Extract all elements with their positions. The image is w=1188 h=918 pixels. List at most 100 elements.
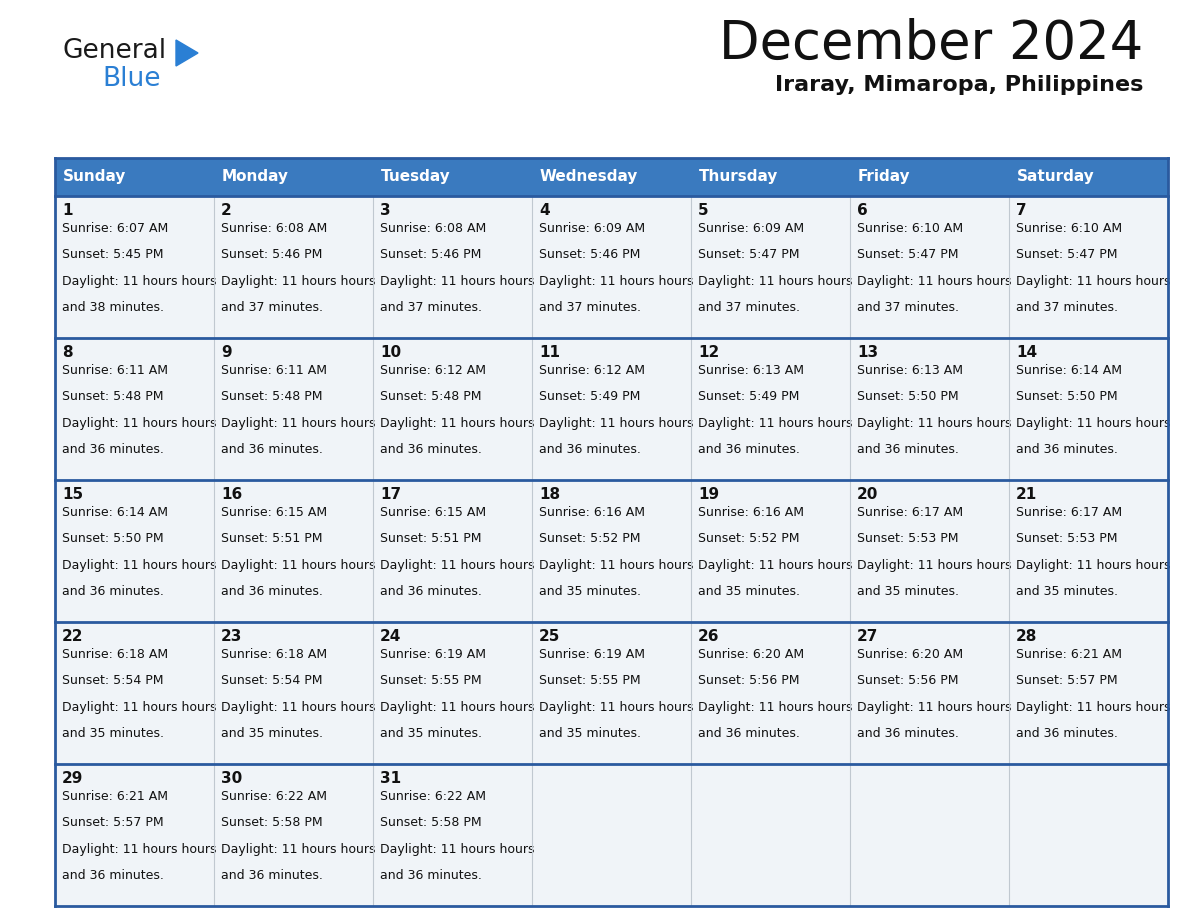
Text: Sunset: 5:47 PM: Sunset: 5:47 PM [857,248,959,262]
Bar [691,158,849,196]
Text: Sunrise: 6:09 AM: Sunrise: 6:09 AM [699,222,804,235]
Text: Daylight: 11 hours hours: Daylight: 11 hours hours [857,700,1011,713]
Bar [1009,764,1168,906]
Text: Sunset: 5:46 PM: Sunset: 5:46 PM [539,248,640,262]
Bar [849,338,1009,480]
Text: General: General [62,38,166,64]
Text: 8: 8 [62,345,72,360]
Bar [373,764,532,906]
Bar [532,338,691,480]
Text: Monday: Monday [222,170,289,185]
Bar [691,764,849,906]
Text: 1: 1 [62,203,72,218]
Text: and 35 minutes.: and 35 minutes. [380,727,482,740]
Text: 18: 18 [539,487,560,502]
Bar [691,338,849,480]
Text: Sunrise: 6:21 AM: Sunrise: 6:21 AM [62,790,168,803]
Text: and 36 minutes.: and 36 minutes. [699,727,800,740]
Text: Sunset: 5:55 PM: Sunset: 5:55 PM [539,674,640,688]
Text: December 2024: December 2024 [719,18,1143,70]
Text: Daylight: 11 hours hours: Daylight: 11 hours hours [1016,274,1170,287]
Text: and 36 minutes.: and 36 minutes. [221,868,323,882]
Bar [1009,622,1168,764]
Text: 21: 21 [1016,487,1037,502]
Text: Sunset: 5:58 PM: Sunset: 5:58 PM [380,816,481,829]
Bar [373,338,532,480]
Text: Sunrise: 6:08 AM: Sunrise: 6:08 AM [380,222,486,235]
Text: Daylight: 11 hours hours: Daylight: 11 hours hours [380,558,535,572]
Text: Sunset: 5:57 PM: Sunset: 5:57 PM [1016,674,1118,688]
Bar [55,196,214,338]
Text: 17: 17 [380,487,402,502]
Text: Daylight: 11 hours hours: Daylight: 11 hours hours [221,274,375,287]
Text: and 36 minutes.: and 36 minutes. [1016,442,1118,456]
Text: Saturday: Saturday [1017,170,1095,185]
Text: Sunrise: 6:13 AM: Sunrise: 6:13 AM [857,364,963,377]
Bar [691,196,849,338]
Bar [532,480,691,622]
Text: Sunrise: 6:13 AM: Sunrise: 6:13 AM [699,364,804,377]
Text: Daylight: 11 hours hours: Daylight: 11 hours hours [1016,700,1170,713]
Text: Wednesday: Wednesday [541,170,638,185]
Text: Sunset: 5:48 PM: Sunset: 5:48 PM [62,390,164,403]
Text: Daylight: 11 hours hours: Daylight: 11 hours hours [699,274,853,287]
Text: Sunrise: 6:11 AM: Sunrise: 6:11 AM [221,364,327,377]
Text: Sunset: 5:54 PM: Sunset: 5:54 PM [221,674,322,688]
Bar [1009,480,1168,622]
Text: Daylight: 11 hours hours: Daylight: 11 hours hours [699,417,853,430]
Text: Sunset: 5:45 PM: Sunset: 5:45 PM [62,248,164,262]
Text: Iraray, Mimaropa, Philippines: Iraray, Mimaropa, Philippines [775,75,1143,95]
Text: Daylight: 11 hours hours: Daylight: 11 hours hours [1016,558,1170,572]
Text: and 36 minutes.: and 36 minutes. [539,442,640,456]
Text: and 38 minutes.: and 38 minutes. [62,301,164,314]
Bar [55,480,214,622]
Bar [214,196,373,338]
Text: Sunrise: 6:18 AM: Sunrise: 6:18 AM [62,648,169,661]
Text: and 35 minutes.: and 35 minutes. [539,585,642,598]
Text: 20: 20 [857,487,878,502]
Text: Sunset: 5:56 PM: Sunset: 5:56 PM [857,674,959,688]
Text: Sunrise: 6:20 AM: Sunrise: 6:20 AM [699,648,804,661]
Text: Sunrise: 6:18 AM: Sunrise: 6:18 AM [221,648,327,661]
Bar [532,196,691,338]
Text: Daylight: 11 hours hours: Daylight: 11 hours hours [62,417,216,430]
Text: and 35 minutes.: and 35 minutes. [539,727,642,740]
Text: Friday: Friday [858,170,911,185]
Bar [532,764,691,906]
Bar [373,196,532,338]
Text: Sunrise: 6:10 AM: Sunrise: 6:10 AM [1016,222,1123,235]
Text: Daylight: 11 hours hours: Daylight: 11 hours hours [62,843,216,856]
Text: Sunrise: 6:17 AM: Sunrise: 6:17 AM [1016,506,1123,519]
Text: Sunset: 5:51 PM: Sunset: 5:51 PM [221,532,322,545]
Text: Sunrise: 6:14 AM: Sunrise: 6:14 AM [1016,364,1121,377]
Bar [849,196,1009,338]
Text: 25: 25 [539,629,561,644]
Text: Sunset: 5:53 PM: Sunset: 5:53 PM [1016,532,1118,545]
Text: Sunset: 5:47 PM: Sunset: 5:47 PM [1016,248,1118,262]
Text: 14: 14 [1016,345,1037,360]
Text: 29: 29 [62,771,83,786]
Text: Sunset: 5:50 PM: Sunset: 5:50 PM [62,532,164,545]
Text: Sunset: 5:46 PM: Sunset: 5:46 PM [380,248,481,262]
Text: 15: 15 [62,487,83,502]
Bar [849,158,1009,196]
Text: and 36 minutes.: and 36 minutes. [221,442,323,456]
Text: and 36 minutes.: and 36 minutes. [857,727,959,740]
Text: Daylight: 11 hours hours: Daylight: 11 hours hours [221,417,375,430]
Text: Sunrise: 6:22 AM: Sunrise: 6:22 AM [380,790,486,803]
Text: Daylight: 11 hours hours: Daylight: 11 hours hours [699,700,853,713]
Text: Sunset: 5:54 PM: Sunset: 5:54 PM [62,674,164,688]
Polygon shape [176,40,198,66]
Text: and 36 minutes.: and 36 minutes. [380,585,482,598]
Text: 23: 23 [221,629,242,644]
Text: Daylight: 11 hours hours: Daylight: 11 hours hours [539,558,694,572]
Text: and 37 minutes.: and 37 minutes. [221,301,323,314]
Text: Sunset: 5:49 PM: Sunset: 5:49 PM [539,390,640,403]
Text: Sunset: 5:50 PM: Sunset: 5:50 PM [1016,390,1118,403]
Text: Sunset: 5:52 PM: Sunset: 5:52 PM [539,532,640,545]
Text: Sunrise: 6:15 AM: Sunrise: 6:15 AM [380,506,486,519]
Text: Sunrise: 6:21 AM: Sunrise: 6:21 AM [1016,648,1121,661]
Text: Sunrise: 6:16 AM: Sunrise: 6:16 AM [699,506,804,519]
Text: and 37 minutes.: and 37 minutes. [539,301,642,314]
Text: Daylight: 11 hours hours: Daylight: 11 hours hours [62,700,216,713]
